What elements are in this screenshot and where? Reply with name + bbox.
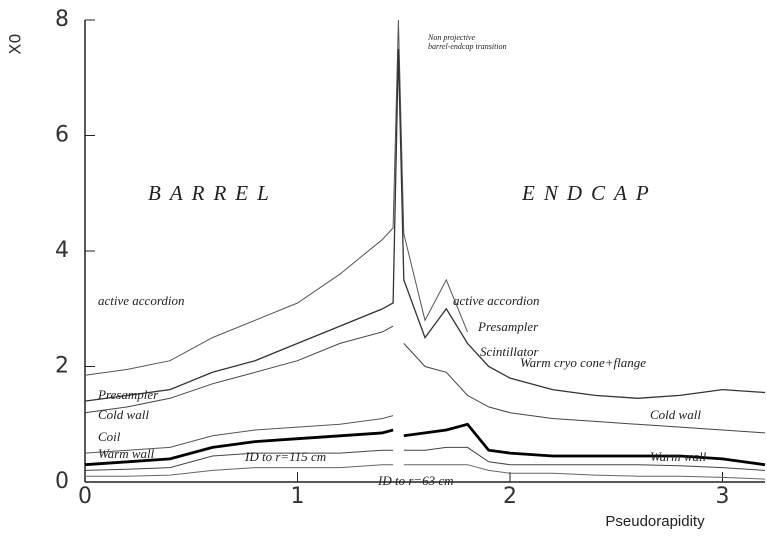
- series-line: [84, 48, 766, 402]
- y-tick-label: 0: [55, 469, 69, 494]
- annotation: Presampler: [97, 387, 159, 402]
- series-line: [403, 343, 766, 434]
- annotation: Cold wall: [650, 407, 701, 422]
- y-axis-label: X0: [6, 33, 25, 54]
- annotation: active accordion: [453, 293, 540, 308]
- annotation: Cold wall: [98, 407, 149, 422]
- annotation: Scintillator: [480, 344, 539, 359]
- y-tick-label: 4: [55, 238, 69, 263]
- x-tick-label: 0: [78, 484, 92, 509]
- series-line: [84, 325, 394, 414]
- x-tick-label: 1: [291, 484, 305, 509]
- y-tick-label: 2: [55, 354, 69, 379]
- series-line: [403, 422, 766, 467]
- annotation: Warm wall: [650, 449, 707, 464]
- annotation: Coil: [98, 429, 121, 444]
- annotation: BARREL: [148, 181, 278, 205]
- annotation: ENDCAP: [521, 181, 658, 205]
- series-line: [84, 428, 394, 467]
- annotation: Warm cryo cone+flange: [520, 355, 646, 370]
- y-tick-label: 6: [55, 123, 69, 148]
- x-axis-label: Pseudorapidity: [605, 513, 705, 530]
- series-line: [85, 464, 394, 477]
- series-line: [403, 446, 766, 471]
- annotation: active accordion: [98, 293, 185, 308]
- y-tick-label: 8: [55, 7, 69, 32]
- series-line: [403, 464, 766, 480]
- annotation: Non projective: [427, 33, 475, 42]
- series-line: [84, 19, 468, 376]
- annotation: barrel-endcap transition: [428, 42, 507, 51]
- annotation: Warm wall: [98, 446, 155, 461]
- series-line: [84, 415, 394, 454]
- annotation: ID to r=115 cm: [244, 449, 326, 464]
- series-line: [84, 449, 394, 471]
- annotation: ID to r=63 cm: [377, 473, 454, 488]
- annotation: Presampler: [477, 319, 539, 334]
- x-tick-label: 3: [716, 484, 730, 509]
- x-tick-label: 2: [503, 484, 517, 509]
